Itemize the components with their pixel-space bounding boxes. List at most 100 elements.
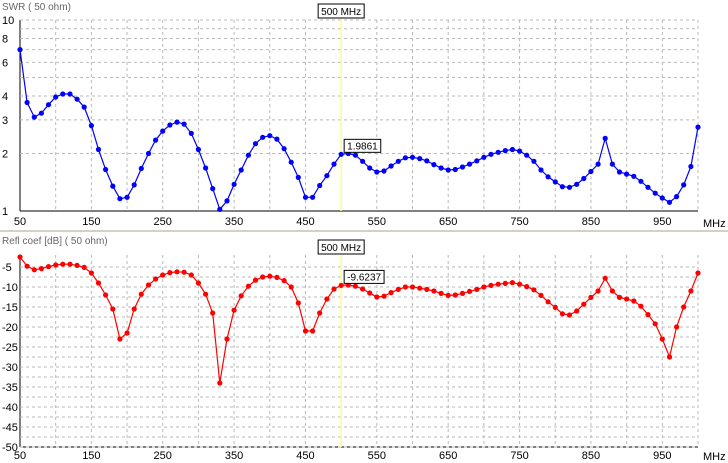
swr-data-point [324,173,330,179]
swr-data-point [153,137,159,143]
refl-data-point [459,290,466,296]
swr-data-point [288,159,294,165]
swr-data-point [402,155,408,161]
swr-y-tick-label: 4 [2,91,8,103]
swr-data-point [17,47,23,53]
swr-data-point [224,198,230,204]
swr-data-point [145,150,152,157]
swr-data-point [509,146,515,153]
refl-data-point [252,277,259,283]
refl-y-tick-label: -25 [2,342,18,354]
swr-chart-title: SWR ( 50 ohm) [2,2,71,13]
refl-marker-label[interactable]: 500 MHz [317,239,365,255]
swr-data-point [645,184,651,190]
swr-x-tick-label: 550 [368,216,386,228]
refl-data-point [374,294,380,300]
refl-data-point [574,308,580,314]
refl-data-point [74,262,80,268]
swr-marker-label-text: 500 MHz [321,7,361,18]
refl-data-point [331,286,337,292]
refl-x-tick-label: 650 [439,450,457,462]
refl-data-point [295,300,301,306]
refl-data-point [452,292,458,298]
refl-marker-label-text: 500 MHz [321,243,361,254]
swr-data-point [388,163,394,169]
refl-data-point [645,312,651,318]
swr-y-tick-label: 2 [2,149,8,161]
swr-y-tick-label: 8 [2,34,8,46]
refl-data-point [595,288,601,294]
refl-data-point [245,283,251,289]
refl-data-point [495,281,501,287]
swr-data-point [274,136,280,142]
refl-y-tick-label: -35 [2,382,18,394]
swr-data-point [67,91,73,97]
refl-data-point [566,312,573,318]
swr-data-point [217,206,223,212]
swr-y-tick-label: 10 [2,15,14,27]
swr-data-point [310,194,316,200]
swr-data-point [517,148,523,154]
refl-data-point [267,273,273,279]
refl-data-point [138,291,144,297]
refl-data-point [110,306,116,312]
swr-data-point [245,152,251,158]
swr-data-point [338,151,344,157]
swr-x-unit-label: MHz [703,218,726,230]
swr-data-point [588,168,594,175]
swr-data-point [238,167,244,173]
refl-data-point [195,280,201,286]
swr-data-point [174,119,180,125]
refl-data-point [260,274,266,280]
refl-x-tick-labels: 50 150 250 350 450 550 650 750 850 950 [14,450,672,462]
refl-data-point [631,298,637,304]
refl-data-point [438,290,444,296]
refl-data-point [188,272,194,278]
refl-x-tick-label: 50 [14,450,26,462]
swr-data-point [581,175,587,182]
swr-data-point [374,169,380,175]
swr-data-point [267,133,273,139]
swr-data-point [138,165,144,172]
refl-data-point [45,264,52,270]
refl-data-point [117,336,123,342]
swr-x-tick-label: 850 [582,216,600,228]
refl-x-tick-label: 250 [154,450,172,462]
refl-data-point [659,336,665,342]
refl-chart-title: Refl coef [dB] ( 50 ohm) [2,236,108,247]
swr-data-point [445,167,451,173]
refl-data-point [581,301,587,307]
swr-data-point [210,186,216,192]
refl-data-point [310,328,316,334]
refl-data-point [688,288,694,294]
swr-data-point [595,161,601,167]
refl-data-point [695,270,701,276]
refl-data-point [153,276,159,282]
swr-data-point [474,158,480,164]
swr-y-tick-label: 1 [2,206,8,218]
refl-data-point [417,285,423,291]
refl-data-point [17,254,23,260]
swr-marker-label[interactable]: 500 MHz [317,3,365,19]
refl-y-tick-label: -30 [2,362,18,374]
swr-marker-value: 1.9861 [343,138,382,153]
refl-y-tick-labels: -5 -10 -15 -20 -25 -30 -35 -40 -45 -50 [2,262,18,454]
refl-data-point [388,290,394,296]
swr-data-point [160,128,166,134]
refl-marker-value-text: -9.6237 [347,272,381,283]
refl-data-point [203,291,209,297]
refl-data-point [559,311,566,317]
refl-series [17,254,701,386]
refl-x-tick-label: 450 [296,450,314,462]
refl-data-point [160,272,166,278]
swr-data-point [602,135,608,141]
refl-x-unit-label: MHz [703,451,726,463]
refl-data-point [395,286,401,292]
swr-data-point [131,182,137,188]
refl-y-tick-label: -45 [2,422,18,434]
refl-data-point [674,324,680,330]
swr-x-tick-label: 950 [653,216,671,228]
refl-data-point [402,284,408,290]
swr-data-point [81,104,87,110]
swr-data-point [331,161,337,167]
